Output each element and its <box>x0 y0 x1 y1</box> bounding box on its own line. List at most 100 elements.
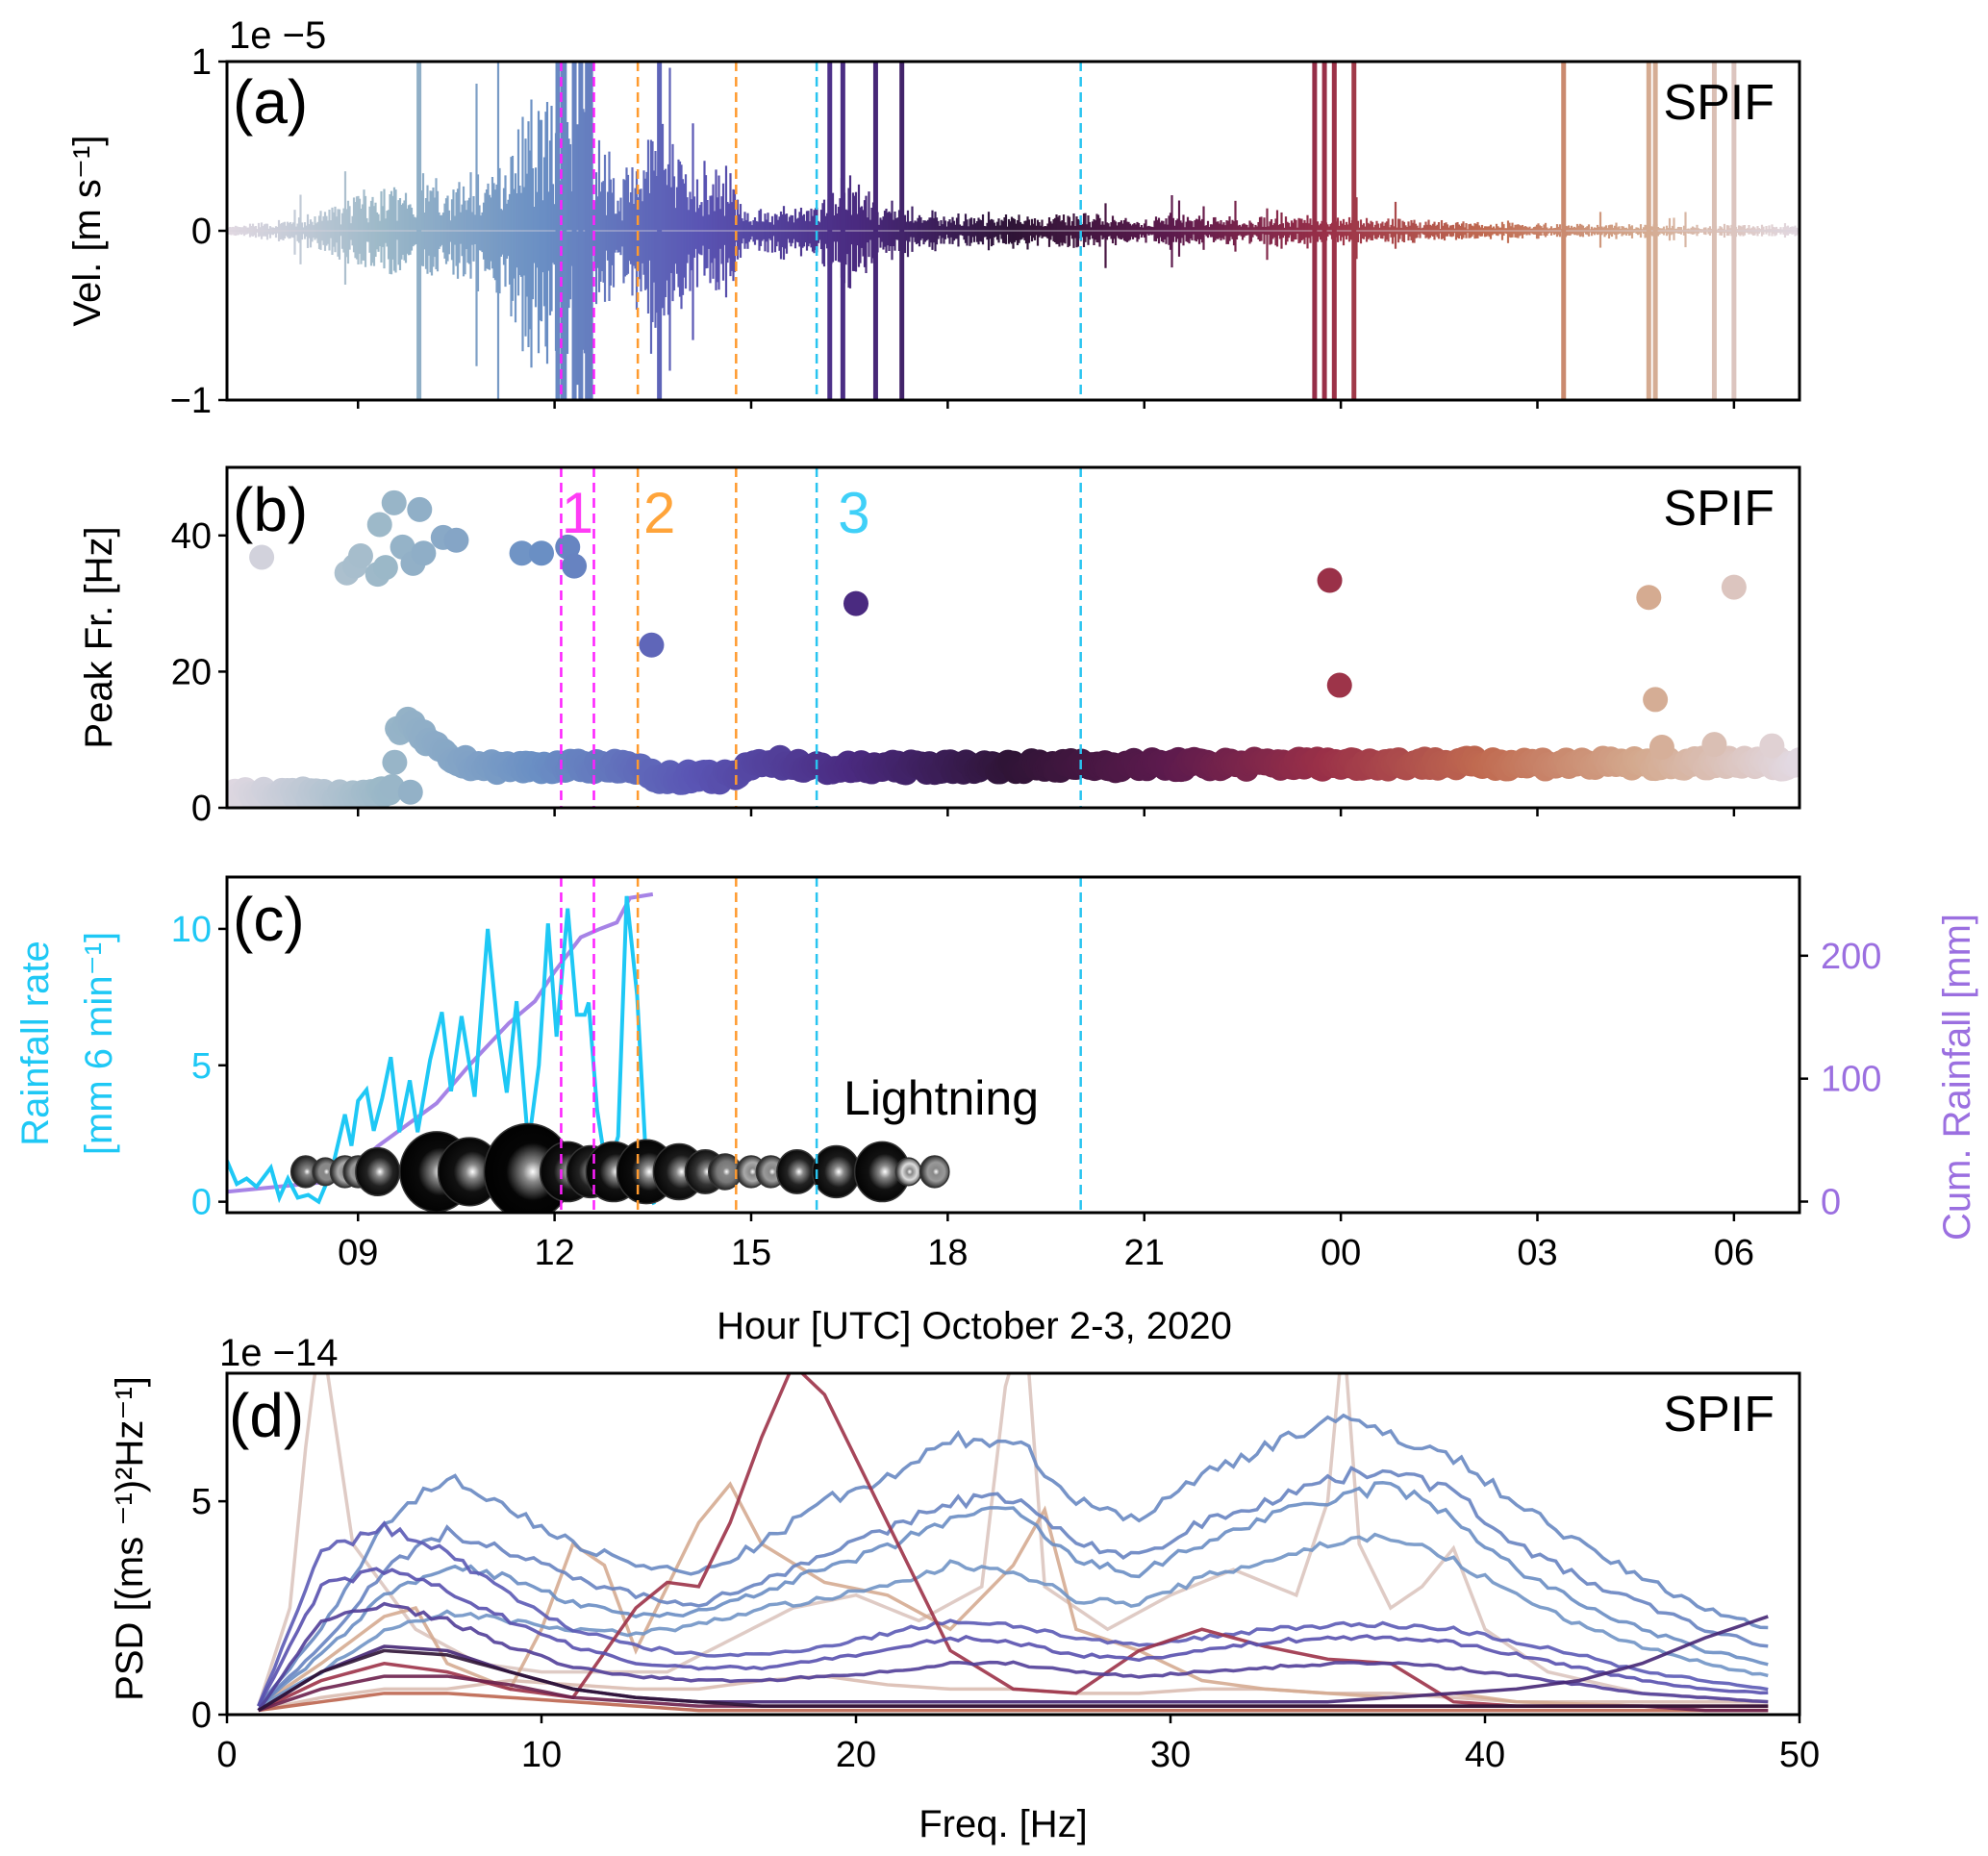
y-tick-label: 0 <box>1821 1182 1841 1222</box>
x-tick-label: 50 <box>1779 1735 1820 1775</box>
x-tick-label: 21 <box>1124 1233 1165 1273</box>
clip-d-group <box>257 1373 1769 1713</box>
lightning-label: Lightning <box>843 1071 1039 1125</box>
peak-frequency-outlier <box>1759 733 1785 759</box>
clip-a-group <box>227 62 1799 400</box>
peak-frequency-outlier <box>381 489 407 515</box>
x-tick-label: 03 <box>1517 1233 1557 1273</box>
psd-curve <box>258 1692 1769 1713</box>
panel-b-label: (b) <box>233 475 308 544</box>
psd-curve <box>257 1480 1769 1708</box>
clip-b-group <box>227 489 1799 808</box>
panel-c-frame <box>225 875 1801 1215</box>
peak-frequency-outlier <box>443 527 469 553</box>
y-tick-label: −1 <box>170 381 212 421</box>
y-tick-label: 5 <box>191 1046 212 1087</box>
panel-b: 0 20 40 1 2 3 <box>171 465 1801 829</box>
psd-curve <box>257 1413 1769 1708</box>
lightning-marker <box>919 1155 950 1189</box>
peak-frequency-outlier <box>411 540 437 566</box>
panel-d-offset-label: 1e −14 <box>219 1332 338 1374</box>
psd-curve <box>257 1520 1769 1707</box>
cumulative-rainfall-line <box>227 891 654 1194</box>
peak-frequency-outlier <box>1643 687 1669 713</box>
y-tick-label: 20 <box>171 652 212 692</box>
panel-c-ylabel-right: Cum. Rainfall [mm] <box>1936 914 1978 1241</box>
psd-curve <box>257 1601 1769 1712</box>
y-tick-label: 10 <box>171 910 212 950</box>
peak-frequency-outlier <box>1648 734 1674 760</box>
y-tick-label: 0 <box>191 1183 212 1223</box>
panel-a-station: SPIF <box>1663 75 1774 131</box>
peak-frequency-outlier <box>1701 732 1727 758</box>
y-tick-label: 40 <box>171 516 212 557</box>
event-annotation: 1 <box>562 481 593 545</box>
panel-c-ylabel-left-2: [mm 6 min⁻¹] <box>78 932 120 1155</box>
panel-d-label: (d) <box>229 1381 304 1450</box>
peak-frequency-outlier <box>372 555 398 581</box>
peak-frequency-outlier <box>1721 574 1747 600</box>
peak-frequency-point <box>382 749 408 775</box>
panel-a-ylabel: Vel. [m s⁻¹] <box>66 136 109 327</box>
y-tick-label: 1 <box>191 42 212 83</box>
clip-c-group <box>227 891 950 1213</box>
x-tick-label: 20 <box>836 1735 876 1775</box>
y-tick-label: 0 <box>191 789 212 829</box>
y-tick-label: 5 <box>191 1482 212 1522</box>
peak-frequency-outlier <box>529 540 554 566</box>
peak-frequency-outlier <box>843 590 868 616</box>
lightning-marker <box>355 1146 401 1196</box>
panel-d-ylabel: PSD [(ms ⁻¹)²Hz⁻¹] <box>109 1376 151 1701</box>
panel-d-xlabel: Freq. [Hz] <box>919 1803 1088 1845</box>
panel-d: 0 10 20 30 40 50 0 5 <box>191 1371 1820 1775</box>
peak-frequency-outlier <box>509 540 535 566</box>
peak-frequency-outlier <box>1326 672 1352 698</box>
psd-curve <box>257 1373 1769 1707</box>
panel-d-frame <box>225 1371 1801 1717</box>
panel-b-ylabel: Peak Fr. [Hz] <box>78 526 120 748</box>
psd-curve <box>257 1648 1769 1713</box>
panel-c-ylabel-left-1: Rainfall rate <box>14 941 57 1145</box>
panel-b-station: SPIF <box>1663 481 1774 537</box>
peak-frequency-outlier <box>1636 585 1662 611</box>
psd-curve <box>257 1466 1769 1708</box>
peak-frequency-point <box>1787 747 1799 773</box>
x-tick-label: 15 <box>731 1233 771 1273</box>
panel-c-label: (c) <box>233 885 305 954</box>
x-tick-label: 0 <box>216 1735 237 1775</box>
peak-frequency-outlier <box>347 543 373 569</box>
panel-a-offset-label: 1e −5 <box>229 14 326 57</box>
x-tick-label: 40 <box>1465 1735 1505 1775</box>
x-tick-label: 00 <box>1321 1233 1361 1273</box>
panel-d-station: SPIF <box>1663 1387 1774 1442</box>
peak-frequency-outlier <box>397 779 423 805</box>
peak-frequency-outlier <box>639 632 665 658</box>
y-tick-label: 200 <box>1821 937 1881 977</box>
lightning-marker <box>812 1144 862 1199</box>
peak-frequency-outlier <box>366 512 392 538</box>
x-tick-label: 06 <box>1714 1233 1754 1273</box>
x-tick-label: 30 <box>1150 1735 1191 1775</box>
peak-frequency-outlier <box>407 496 433 522</box>
panel-b-frame <box>225 465 1801 810</box>
y-tick-label: 0 <box>191 1695 212 1736</box>
lightning-marker <box>894 1157 922 1187</box>
peak-frequency-outlier <box>1317 567 1343 593</box>
lightning-marker <box>776 1148 818 1194</box>
y-tick-label: 100 <box>1821 1060 1881 1100</box>
event-annotation: 3 <box>838 481 869 545</box>
y-tick-label: 0 <box>191 212 212 252</box>
x-tick-label: 18 <box>927 1233 968 1273</box>
rainfall-rate-line <box>227 895 657 1206</box>
panel-c-xlabel: Hour [UTC] October 2-3, 2020 <box>717 1305 1232 1347</box>
panel-a: −1 0 1 <box>170 42 1801 421</box>
peak-frequency-outlier <box>562 553 588 579</box>
event-annotation: 2 <box>643 481 675 545</box>
panel-a-label: (a) <box>233 67 308 137</box>
x-tick-label: 10 <box>521 1735 562 1775</box>
x-tick-label: 09 <box>338 1233 378 1273</box>
peak-frequency-outlier <box>249 544 275 570</box>
x-tick-label: 12 <box>534 1233 574 1273</box>
